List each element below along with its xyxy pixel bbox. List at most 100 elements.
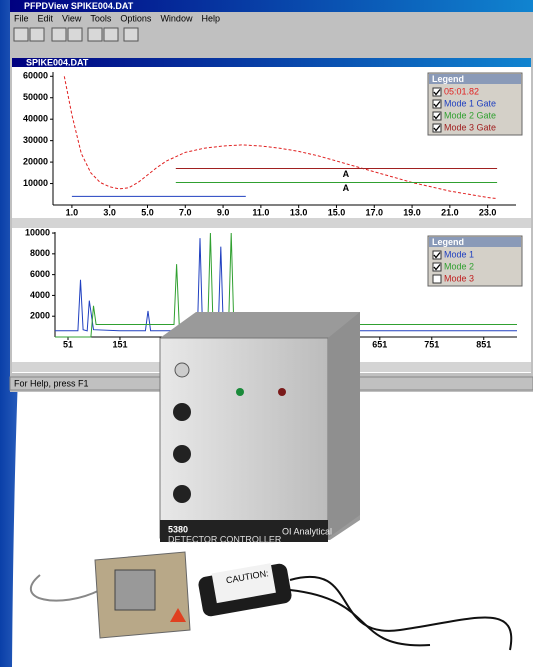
- legend-check: [433, 252, 441, 259]
- tool-button[interactable]: [103, 27, 119, 42]
- x-tick-label: 11.0: [252, 207, 269, 217]
- title-bar: [10, 0, 533, 12]
- x-tick-label: 15.0: [328, 207, 346, 217]
- legend-check: [433, 125, 441, 132]
- menu-item[interactable]: Edit: [38, 13, 54, 23]
- x-tick-label: 17.0: [365, 207, 383, 217]
- legend-label: 05:01.82: [444, 86, 479, 96]
- y-tick-label: 40000: [23, 114, 48, 124]
- tool-button[interactable]: [87, 27, 103, 42]
- menu-item[interactable]: View: [62, 13, 82, 23]
- device-model: 5380: [168, 524, 188, 534]
- x-tick-label: 21.0: [441, 207, 459, 217]
- legend-label: Mode 1: [444, 249, 474, 259]
- annotation: A: [343, 169, 350, 179]
- knob: [173, 485, 191, 503]
- cable: [289, 589, 431, 647]
- document-title: SPIKE004.DAT: [26, 57, 89, 67]
- legend-label: Mode 1 Gate: [444, 98, 496, 108]
- device-base: [160, 520, 328, 542]
- annotation: A: [343, 183, 350, 193]
- toolbar: [13, 27, 139, 42]
- x-tick-label: 9.0: [217, 207, 230, 217]
- menu-item[interactable]: Tools: [90, 13, 112, 23]
- x-tick-label: 1.0: [66, 207, 79, 217]
- legend-checkbox[interactable]: [432, 123, 442, 133]
- y-tick-label: 8000: [30, 248, 50, 258]
- y-tick-label: 2000: [30, 311, 50, 321]
- x-tick-label: 23.0: [479, 207, 497, 217]
- legend-check: [433, 101, 441, 108]
- knob: [173, 403, 191, 421]
- tool-button[interactable]: [13, 27, 29, 42]
- legend-checkbox[interactable]: [432, 111, 442, 121]
- status-text: For Help, press F1: [14, 378, 89, 388]
- document-title-bar: [12, 58, 531, 67]
- caution-label: [211, 563, 276, 604]
- knob: [173, 445, 191, 463]
- x-tick-label: 651: [372, 339, 387, 349]
- legend-check: [433, 113, 441, 120]
- series-line: [63, 76, 498, 200]
- scrollbar[interactable]: [12, 218, 531, 228]
- charts: 10000 20000 30000 40000 50000 60000 1.0 3.0 5.0 7…: [23, 71, 523, 349]
- legend-label: Mode 3 Gate: [444, 122, 496, 132]
- tool-button[interactable]: [123, 27, 139, 42]
- legend-title: Legend: [432, 74, 464, 84]
- menu-item[interactable]: Help: [201, 13, 220, 23]
- y-tick-label: 30000: [23, 135, 48, 145]
- tool-button[interactable]: [51, 27, 67, 42]
- x-tick-label: 51: [63, 339, 73, 349]
- warning-sign: [170, 608, 186, 622]
- y-tick-label: 4000: [30, 290, 50, 300]
- legend-title-bar: [429, 74, 521, 84]
- device-photo: 5380 DETECTOR CONTROLLER OI Analytical C…: [30, 312, 513, 651]
- x-tick-label: 5.0: [141, 207, 154, 217]
- x-tick-label: 3.0: [103, 207, 116, 217]
- led: [236, 388, 244, 396]
- switch: [174, 362, 190, 378]
- menu-item[interactable]: Options: [120, 13, 152, 23]
- menu-bar: File Edit View Tools Options Window Help: [14, 13, 220, 23]
- cable: [30, 574, 101, 602]
- device-label: DETECTOR CONTROLLER: [168, 534, 282, 544]
- y-tick-label: 10000: [25, 227, 50, 237]
- y-tick-label: 6000: [30, 269, 50, 279]
- y-tick-label: 50000: [23, 92, 48, 102]
- cable: [289, 575, 513, 651]
- legend-checkbox[interactable]: [432, 262, 442, 272]
- legend-label: Mode 2 Gate: [444, 110, 496, 120]
- legend-title-bar: [429, 237, 521, 247]
- legend-checkbox[interactable]: [432, 87, 442, 97]
- legend-check: [433, 89, 441, 96]
- x-tick-label: 7.0: [179, 207, 192, 217]
- tool-button[interactable]: [29, 27, 45, 42]
- legend-check: [433, 264, 441, 271]
- y-tick-label: 60000: [23, 71, 48, 81]
- legend-label: Mode 2: [444, 261, 474, 271]
- tool-button[interactable]: [67, 27, 83, 42]
- device-side: [328, 312, 360, 538]
- y-tick-label: 20000: [23, 156, 48, 166]
- device-brand: OI Analytical: [282, 526, 332, 536]
- legend-checkbox[interactable]: [432, 250, 442, 260]
- chart: 10000 20000 30000 40000 50000 60000 1.0 3.0 5.0 7…: [23, 71, 523, 217]
- legend-title: Legend: [432, 237, 464, 247]
- legend-label: Mode 3: [444, 273, 474, 283]
- window-title: PFPDView SPIKE004.DAT: [24, 1, 134, 11]
- x-tick-label: 19.0: [403, 207, 421, 217]
- y-tick-label: 10000: [23, 178, 48, 188]
- led: [278, 388, 286, 396]
- chart: 2000 4000 6000 8000 10000 51 151 651 751 851 Legen…: [25, 227, 523, 349]
- x-tick-label: 13.0: [290, 207, 308, 217]
- legend-checkbox[interactable]: [432, 274, 442, 284]
- menu-item[interactable]: Window: [160, 13, 193, 23]
- detector-block: [114, 569, 156, 611]
- menu-item[interactable]: File: [14, 13, 29, 23]
- x-tick-label: 151: [112, 339, 127, 349]
- x-tick-label: 751: [424, 339, 439, 349]
- x-tick-label: 851: [476, 339, 491, 349]
- legend-checkbox[interactable]: [432, 99, 442, 109]
